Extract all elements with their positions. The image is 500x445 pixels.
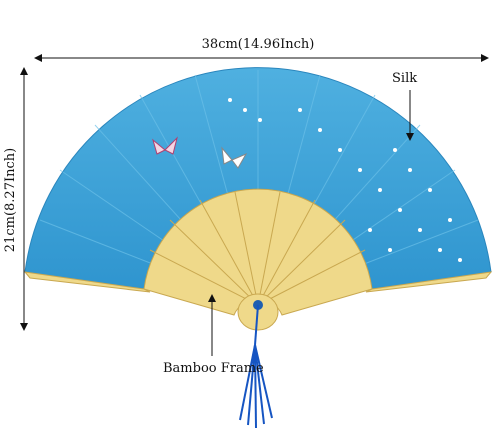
tassel	[239, 304, 273, 429]
blossoms	[228, 98, 462, 262]
bamboo-slats	[149, 191, 366, 306]
silk-label: Silk	[392, 71, 417, 86]
frame-label: Bamboo Frame	[163, 361, 264, 376]
butterfly	[152, 136, 178, 155]
bamboo-guard	[23, 271, 493, 293]
butterfly	[221, 146, 248, 169]
width-label: 38cm(14.96Inch)	[202, 37, 315, 52]
height-label: 21cm(8.27Inch)	[3, 148, 18, 252]
